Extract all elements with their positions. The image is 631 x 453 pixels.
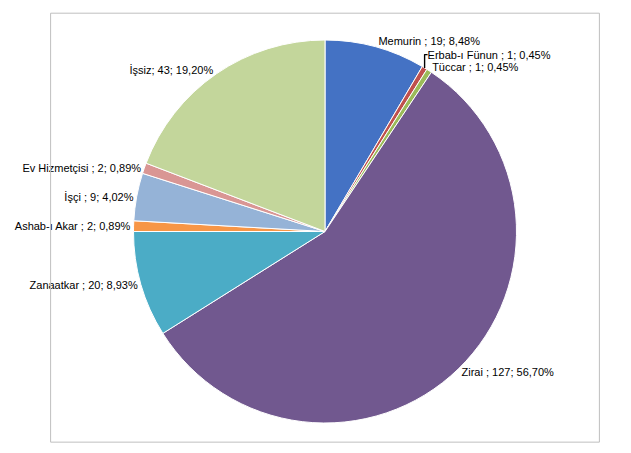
svg-text:Ev Hizmetçisi ; 2; 0,89%: Ev Hizmetçisi ; 2; 0,89% (22, 162, 141, 174)
svg-text:Tüccar ; 1; 0,45%: Tüccar ; 1; 0,45% (432, 61, 518, 73)
svg-text:Memurin ; 19; 8,48%: Memurin ; 19; 8,48% (378, 35, 480, 47)
svg-text:Zirai ; 127; 56,70%: Zirai ; 127; 56,70% (461, 366, 554, 378)
svg-text:Zanaatkar ; 20; 8,93%: Zanaatkar ; 20; 8,93% (30, 279, 138, 291)
svg-text:İşsiz; 43; 19,20%: İşsiz; 43; 19,20% (129, 64, 213, 76)
svg-text:Erbab-ı Fünun ; 1; 0,45%: Erbab-ı Fünun ; 1; 0,45% (428, 49, 551, 61)
svg-text:Ashab-ı Akar ; 2; 0,89%: Ashab-ı Akar ; 2; 0,89% (15, 220, 131, 232)
svg-text:İşçi ; 9; 4,02%: İşçi ; 9; 4,02% (64, 191, 133, 203)
